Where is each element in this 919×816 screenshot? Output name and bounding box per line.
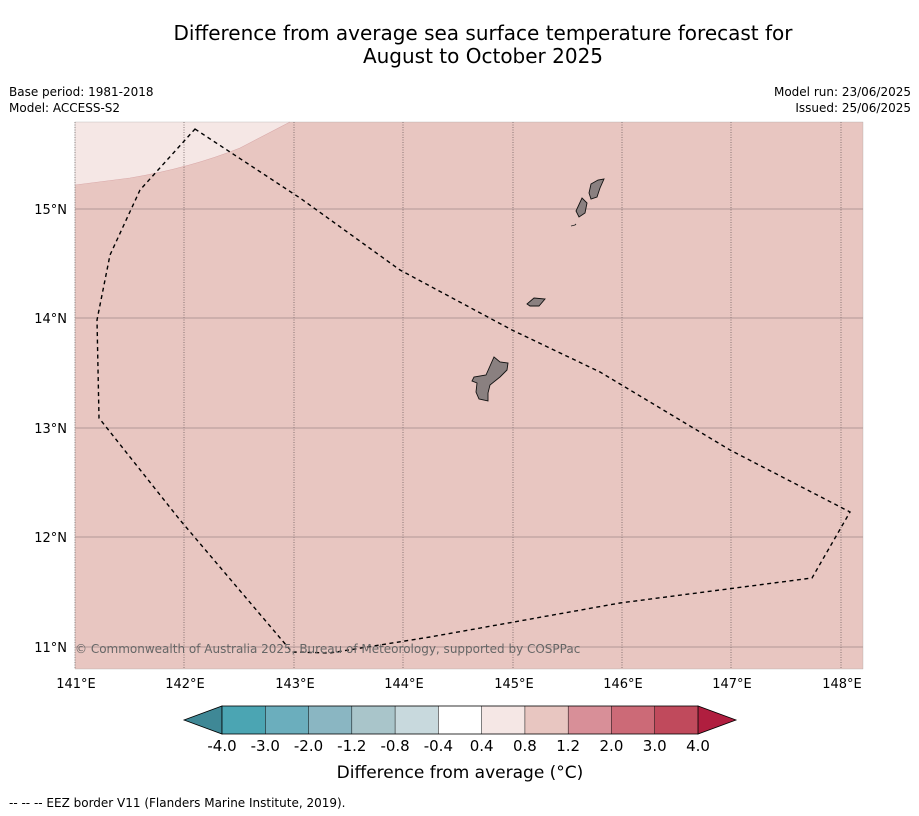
islands — [471, 178, 605, 402]
colorbar-segments — [222, 706, 699, 734]
colorbar-tick-label: 2.0 — [600, 737, 624, 755]
colorbar-segment — [395, 706, 439, 734]
colorbar-segment — [308, 706, 353, 734]
saipan-island — [588, 178, 605, 200]
parallel-lines — [75, 208, 863, 648]
eez-border — [96, 128, 851, 654]
lat-label-14: 14°N — [34, 312, 67, 327]
colorbar-tick-label: 3.0 — [643, 737, 667, 755]
model-run-label: Model run: 23/06/2025 — [773, 85, 911, 99]
lon-label-148: 148°E — [822, 677, 862, 692]
latitude-labels: 15°N 14°N 13°N 12°N 11°N — [34, 203, 67, 656]
eez-footnote: -- -- -- EEZ border V11 (Flanders Marine… — [9, 796, 346, 810]
model-label: Model: ACCESS-S2 — [9, 101, 121, 115]
guam-island — [471, 356, 509, 402]
lon-label-142: 142°E — [165, 677, 205, 692]
colorbar-segment — [222, 706, 266, 734]
lat-label-11: 11°N — [34, 641, 67, 656]
colorbar-tick-label: 0.8 — [513, 737, 537, 755]
colorbar-under-arrow — [182, 705, 223, 735]
longitude-labels: 141°E 142°E 143°E 144°E 145°E 146°E 147°… — [56, 677, 862, 692]
colorbar-tick-label: -2.0 — [294, 737, 323, 755]
colorbar-tick-labels: -4.0 -3.0 -2.0 -1.2 -0.8 -0.4 0.4 0.8 1.2 2.0 3.0 4… — [207, 737, 710, 755]
lat-label-12: 12°N — [34, 531, 67, 546]
colorbar-segment — [654, 706, 699, 734]
anomaly-region-light — [75, 122, 290, 185]
colorbar-segment — [524, 706, 569, 734]
lon-label-145: 145°E — [494, 677, 534, 692]
lon-label-144: 144°E — [384, 677, 424, 692]
colorbar-tick-label: -0.8 — [380, 737, 409, 755]
lon-label-141: 141°E — [56, 677, 96, 692]
colorbar-segment — [351, 706, 396, 734]
anomaly-contour — [74, 121, 291, 186]
lon-label-147: 147°E — [712, 677, 752, 692]
map-background — [75, 122, 863, 669]
map-title-line-1: Difference from average sea surface temp… — [173, 21, 793, 45]
colorbar-segment — [568, 706, 612, 734]
colorbar-tick-label: -3.0 — [251, 737, 280, 755]
colorbar-tick-label: 1.2 — [556, 737, 580, 755]
colorbar-segment — [438, 706, 482, 734]
lat-label-13: 13°N — [34, 422, 67, 437]
colorbar-tick-label: 0.4 — [470, 737, 494, 755]
aguijan-island — [570, 223, 577, 227]
colorbar-segment — [265, 706, 309, 734]
colorbar: -4.0 -3.0 -2.0 -1.2 -0.8 -0.4 0.4 0.8 1.2 2.0 3.0 4… — [182, 705, 738, 755]
colorbar-segment — [481, 706, 526, 734]
colorbar-frame — [221, 705, 699, 735]
rota-island — [526, 297, 546, 307]
run-info: Model run: 23/06/2025 Issued: 25/06/2025 — [774, 84, 911, 116]
colorbar-title: Difference from average (°C) — [336, 763, 584, 783]
lon-label-146: 146°E — [603, 677, 643, 692]
colorbar-tick-label: -0.4 — [424, 737, 453, 755]
base-period-label: Base period: 1981-2018 — [9, 85, 154, 99]
lon-label-143: 143°E — [275, 677, 315, 692]
copyright-notice: © Commonwealth of Australia 2025, Bureau… — [75, 642, 580, 656]
colorbar-tick-label: -4.0 — [207, 737, 236, 755]
map-frame — [74, 121, 864, 670]
lat-label-15: 15°N — [34, 203, 67, 218]
tinian-island — [575, 197, 588, 218]
colorbar-tick-label: -1.2 — [337, 737, 366, 755]
colorbar-segment — [611, 706, 656, 734]
issued-label: Issued: 25/06/2025 — [795, 101, 911, 115]
colorbar-tick-label: 4.0 — [686, 737, 710, 755]
map-title: Difference from average sea surface temp… — [60, 22, 906, 68]
colorbar-over-arrow — [697, 705, 738, 735]
model-info: Base period: 1981-2018 Model: ACCESS-S2 — [9, 84, 154, 116]
map-title-line-2: August to October 2025 — [362, 44, 604, 68]
